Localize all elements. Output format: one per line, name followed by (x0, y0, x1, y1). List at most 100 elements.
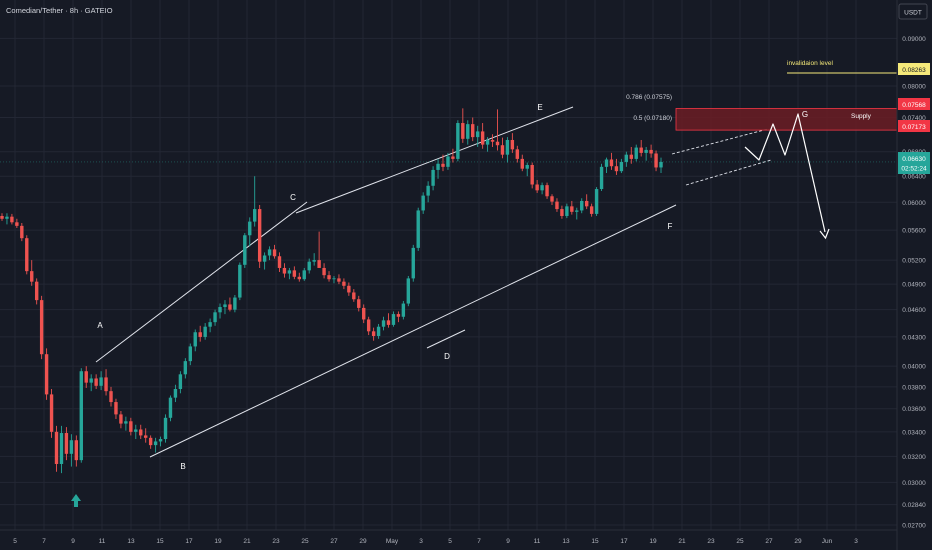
candle-body[interactable] (243, 235, 247, 265)
candle-body[interactable] (644, 149, 648, 153)
candle-body[interactable] (282, 267, 287, 274)
candle-body[interactable] (510, 139, 515, 150)
candle-body[interactable] (609, 159, 614, 167)
candle-body[interactable] (332, 278, 336, 280)
candle-body[interactable] (218, 307, 222, 313)
candle-body[interactable] (560, 209, 564, 216)
upper-channel-line-2[interactable] (295, 106, 574, 214)
candle-body[interactable] (262, 255, 267, 262)
candle-body[interactable] (109, 391, 113, 403)
candle-body[interactable] (79, 371, 83, 461)
candle-body[interactable] (520, 158, 524, 169)
projection-path[interactable] (744, 113, 826, 233)
candle-body[interactable] (203, 326, 207, 337)
candle-body[interactable] (44, 354, 49, 395)
candle-body[interactable] (64, 433, 69, 454)
candle-body[interactable] (362, 307, 366, 320)
candle-body[interactable] (570, 206, 574, 212)
candle-body[interactable] (139, 429, 143, 436)
candle-body[interactable] (10, 216, 14, 223)
candle-body[interactable] (456, 123, 460, 159)
candle-body[interactable] (466, 124, 470, 139)
candle-body[interactable] (639, 147, 643, 153)
candle-body[interactable] (148, 437, 153, 446)
candle-body[interactable] (406, 278, 411, 304)
candle-body[interactable] (238, 264, 242, 298)
candle-body[interactable] (84, 371, 88, 383)
candle-body[interactable] (525, 164, 529, 169)
candle-body[interactable] (599, 166, 604, 190)
candle-body[interactable] (267, 249, 272, 256)
candle-body[interactable] (490, 139, 495, 142)
candle-body[interactable] (213, 312, 217, 323)
candle-body[interactable] (376, 326, 381, 336)
candle-body[interactable] (248, 221, 252, 236)
candle-body[interactable] (272, 249, 277, 257)
candle-body[interactable] (153, 441, 158, 446)
candle-body[interactable] (223, 304, 227, 308)
candle-body[interactable] (208, 322, 212, 327)
candle-body[interactable] (119, 414, 123, 424)
candle-body[interactable] (366, 319, 371, 332)
candle-body[interactable] (352, 292, 356, 300)
candle-body[interactable] (604, 159, 609, 167)
candle-body[interactable] (580, 200, 584, 211)
candle-body[interactable] (386, 320, 391, 325)
candle-body[interactable] (49, 394, 54, 432)
candle-body[interactable] (183, 361, 188, 375)
candle-body[interactable] (535, 184, 539, 191)
candle-body[interactable] (114, 402, 118, 415)
candle-body[interactable] (584, 200, 589, 207)
candle-body[interactable] (540, 185, 544, 191)
candle-body[interactable] (233, 297, 237, 310)
candle-body[interactable] (396, 314, 401, 317)
candle-body[interactable] (624, 154, 629, 162)
candle-body[interactable] (253, 209, 257, 222)
candle-body[interactable] (391, 314, 396, 325)
candle-body[interactable] (94, 378, 98, 386)
candle-body[interactable] (59, 433, 64, 464)
candle-body[interactable] (317, 260, 321, 268)
currency-label[interactable]: USDT (904, 10, 922, 17)
candle-body[interactable] (342, 281, 346, 286)
candle-body[interactable] (277, 256, 282, 268)
candle-body[interactable] (307, 261, 311, 271)
candle-body[interactable] (545, 185, 549, 197)
candle-body[interactable] (302, 270, 306, 280)
candle-body[interactable] (634, 147, 638, 159)
candle-body[interactable] (614, 166, 619, 172)
candle-body[interactable] (416, 210, 420, 248)
candle-body[interactable] (54, 431, 59, 464)
candle-body[interactable] (287, 270, 292, 274)
candle-body[interactable] (461, 123, 465, 139)
candle-body[interactable] (505, 139, 510, 155)
candle-body[interactable] (619, 161, 624, 172)
candle-body[interactable] (515, 149, 520, 159)
candle-body[interactable] (143, 435, 148, 438)
candle-body[interactable] (292, 270, 297, 277)
candle-body[interactable] (173, 389, 178, 398)
candle-body[interactable] (411, 247, 415, 279)
currency-button[interactable] (898, 3, 928, 20)
lower-channel-line[interactable] (149, 204, 677, 458)
candle-body[interactable] (193, 332, 197, 347)
symbol-title[interactable]: Comedian/Tether · 8h · GATEIO (6, 6, 113, 15)
candle-body[interactable] (158, 439, 163, 442)
candle-body[interactable] (198, 332, 202, 337)
candle-body[interactable] (654, 153, 658, 168)
candle-body[interactable] (347, 285, 351, 293)
candle-body[interactable] (312, 260, 316, 262)
candle-body[interactable] (589, 206, 594, 214)
candle-body[interactable] (134, 429, 138, 432)
candle-body[interactable] (649, 149, 653, 154)
candle-body[interactable] (74, 440, 79, 461)
candle-body[interactable] (228, 304, 232, 310)
candles[interactable] (0, 108, 663, 474)
candle-body[interactable] (25, 238, 29, 272)
candle-body[interactable] (381, 320, 386, 327)
candle-body[interactable] (471, 124, 475, 138)
candle-body[interactable] (480, 131, 485, 145)
candle-body[interactable] (297, 276, 301, 280)
candle-body[interactable] (401, 303, 406, 317)
candle-body[interactable] (15, 222, 19, 226)
